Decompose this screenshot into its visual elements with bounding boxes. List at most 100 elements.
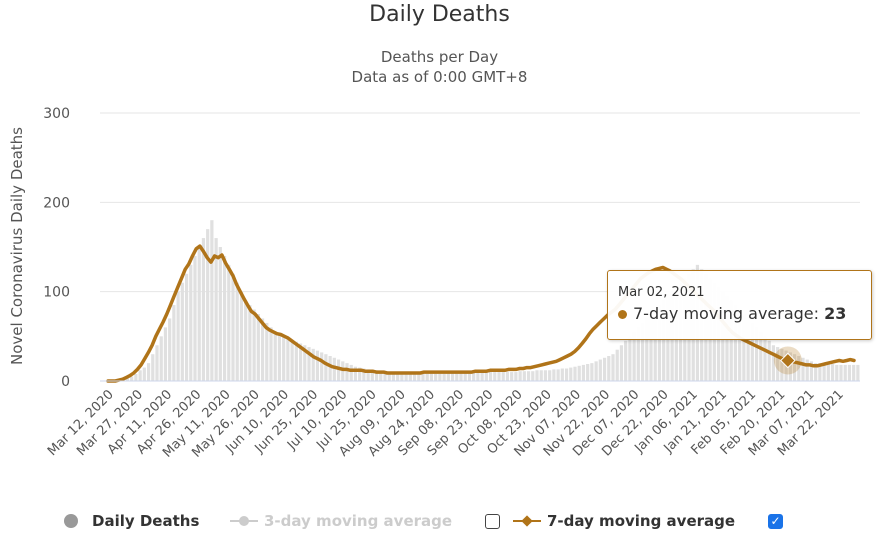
daily-deaths-bar-63 [366, 369, 370, 381]
daily-deaths-bar-13 [155, 345, 159, 381]
daily-deaths-bars [117, 220, 860, 381]
daily-deaths-bar-14 [159, 336, 163, 381]
daily-deaths-bar-50 [311, 348, 315, 381]
daily-deaths-bar-66 [379, 371, 383, 381]
daily-deaths-bar-20 [184, 273, 189, 381]
daily-deaths-bar-128 [640, 322, 645, 381]
tooltip-value-line: 7-day moving average: 23 [618, 304, 846, 323]
daily-deaths-bar-172 [826, 364, 830, 381]
daily-deaths-bar-101 [526, 371, 531, 381]
daily-deaths-bar-60 [353, 366, 358, 381]
chart-title: Daily Deaths [369, 2, 510, 27]
daily-deaths-bar-178 [852, 364, 856, 381]
y-tick-label-2: 200 [43, 195, 70, 211]
daily-deaths-bar-12 [151, 354, 155, 381]
daily-deaths-bar-108 [556, 369, 560, 381]
daily-deaths-bar-179 [856, 364, 860, 381]
daily-deaths-bar-42 [277, 334, 282, 381]
daily-deaths-bar-115 [586, 364, 590, 381]
daily-deaths-bar-150 [733, 305, 738, 381]
daily-deaths-bar-72 [404, 372, 408, 381]
daily-deaths-bar-8 [134, 373, 138, 381]
chart-legend: Daily Deaths 3-day moving average 7-day … [0, 507, 879, 535]
daily-deaths-bar-26 [210, 220, 214, 381]
daily-deaths-bar-133 [662, 300, 666, 381]
daily-deaths-bar-7 [130, 376, 134, 381]
daily-deaths-bar-112 [573, 366, 577, 381]
daily-deaths-bar-55 [332, 357, 336, 381]
daily-deaths-bar-103 [535, 370, 539, 381]
daily-deaths-bar-132 [657, 305, 662, 381]
daily-deaths-bar-124 [624, 340, 628, 381]
daily-deaths-bar-95 [501, 372, 505, 381]
y-tick-label-3: 300 [43, 106, 70, 122]
daily-deaths-bar-165 [797, 355, 801, 381]
daily-deaths-bar-24 [201, 238, 206, 381]
daily-deaths-bar-37 [256, 314, 260, 381]
daily-deaths-bar-90 [480, 372, 484, 381]
y-tick-label-0: 0 [61, 374, 70, 390]
tooltip: Mar 02, 2021 7-day moving average: 23 [607, 270, 872, 340]
daily-deaths-bar-40 [269, 327, 273, 381]
daily-deaths-bar-38 [260, 318, 265, 381]
daily-deaths-bar-25 [206, 229, 210, 381]
chart-subtitle: Deaths per Day Data as of 0:00 GMT+8 [0, 47, 879, 87]
daily-deaths-bar-33 [239, 291, 244, 381]
ma7-checkbox[interactable]: ✓ [768, 514, 783, 529]
daily-deaths-bar-27 [214, 238, 218, 381]
daily-deaths-bar-151 [738, 309, 742, 381]
daily-deaths-bar-71 [400, 372, 404, 381]
daily-deaths-bar-31 [231, 273, 235, 381]
daily-deaths-bar-91 [484, 372, 488, 381]
legend-3day-ma[interactable]: 3-day moving average [230, 507, 452, 535]
daily-deaths-bar-130 [649, 314, 653, 381]
subtitle-line-1: Deaths per Day [380, 48, 499, 66]
line-circle-icon [230, 514, 258, 528]
daily-deaths-bar-56 [336, 359, 341, 381]
daily-deaths-bar-81 [442, 373, 446, 381]
daily-deaths-bar-80 [438, 373, 442, 381]
daily-deaths-bar-16 [168, 318, 172, 381]
daily-deaths-bar-89 [476, 372, 480, 381]
daily-deaths-bar-44 [286, 338, 290, 381]
daily-deaths-bar-126 [632, 331, 636, 381]
legend-7day-ma[interactable]: 7-day moving average [513, 507, 735, 535]
daily-deaths-bar-114 [581, 364, 586, 381]
daily-deaths-bar-117 [594, 361, 598, 381]
daily-deaths-bar-74 [412, 373, 417, 381]
daily-deaths-bar-156 [759, 331, 763, 381]
daily-deaths-bar-61 [358, 367, 362, 381]
daily-deaths-bar-118 [598, 359, 602, 381]
line-diamond-icon [513, 514, 541, 528]
ma3-checkbox[interactable] [485, 514, 500, 529]
daily-deaths-bar-19 [180, 282, 184, 381]
daily-deaths-bar-54 [328, 355, 332, 381]
y-axis-label: Novel Coronavirus Daily Deaths [8, 127, 26, 365]
legend-daily-label: Daily Deaths [92, 512, 200, 530]
daily-deaths-bar-32 [235, 282, 239, 381]
daily-deaths-bar-170 [818, 363, 822, 381]
daily-deaths-bar-104 [539, 370, 543, 381]
daily-deaths-bar-106 [548, 370, 552, 381]
daily-deaths-bar-88 [472, 372, 476, 381]
tooltip-date: Mar 02, 2021 [618, 285, 705, 300]
daily-deaths-bar-62 [362, 368, 366, 381]
daily-deaths-bar-123 [619, 345, 624, 381]
daily-deaths-bar-53 [324, 354, 328, 381]
daily-deaths-bar-65 [374, 370, 379, 381]
daily-deaths-bar-110 [564, 368, 569, 381]
legend-daily-deaths[interactable]: Daily Deaths [64, 507, 199, 535]
daily-deaths-bar-169 [814, 363, 818, 381]
circle-icon [64, 514, 78, 528]
daily-deaths-bar-155 [754, 327, 759, 381]
daily-deaths-bar-166 [801, 357, 805, 381]
daily-deaths-bar-39 [265, 322, 269, 381]
daily-deaths-bar-43 [282, 336, 286, 381]
daily-deaths-bar-173 [830, 364, 835, 381]
daily-deaths-bar-35 [248, 305, 252, 381]
daily-deaths-bar-99 [518, 371, 522, 381]
daily-deaths-bar-94 [497, 372, 501, 381]
daily-deaths-bar-82 [446, 372, 450, 381]
daily-deaths-bar-92 [488, 372, 493, 381]
